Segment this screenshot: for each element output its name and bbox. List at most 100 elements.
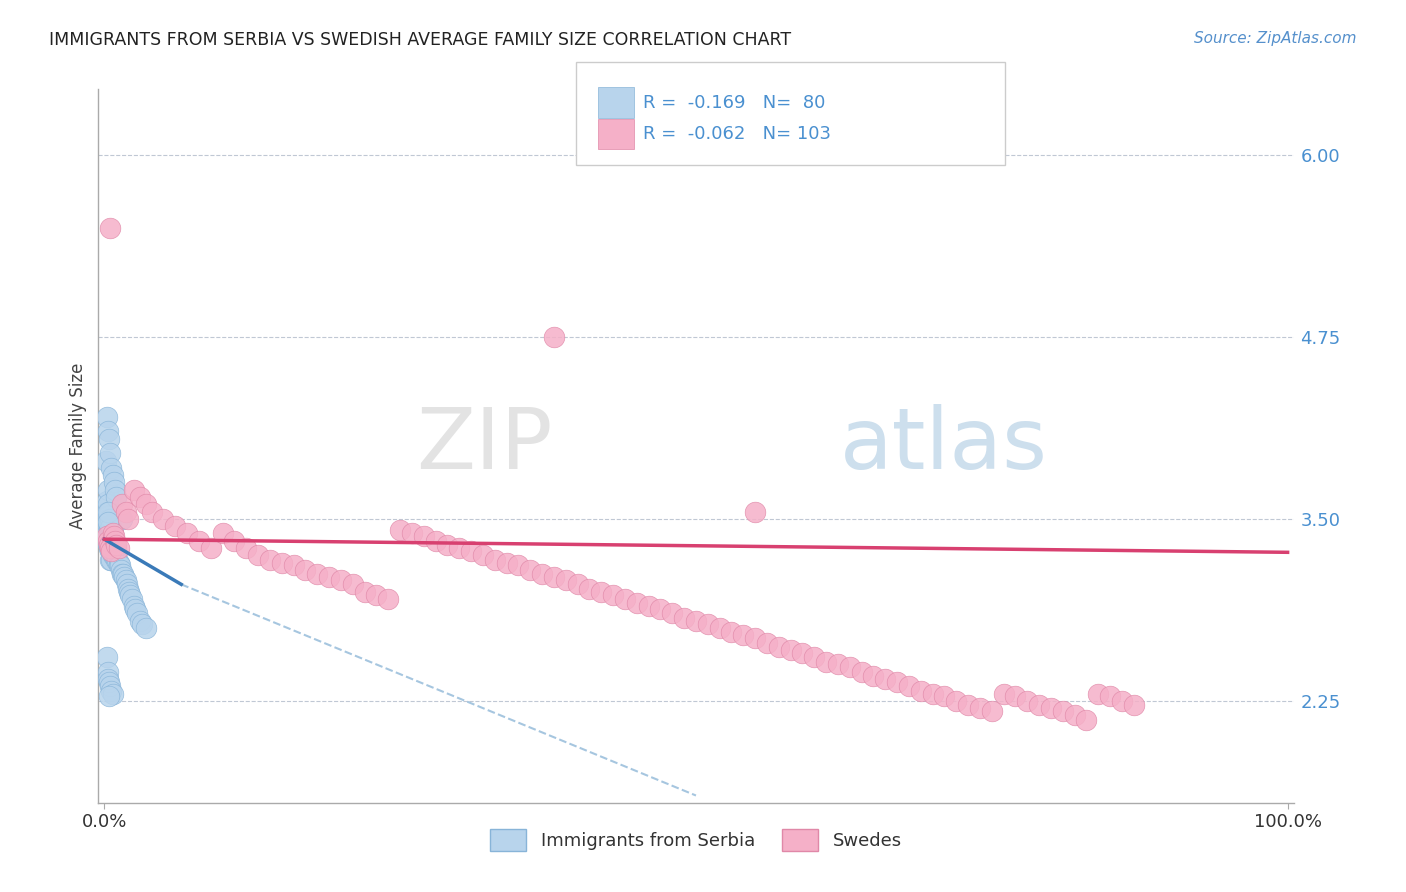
Point xyxy=(100,519,122,533)
Point xyxy=(118,584,141,599)
Point xyxy=(114,573,136,587)
Point xyxy=(97,529,120,543)
Point xyxy=(591,584,613,599)
Point xyxy=(103,533,125,548)
Point xyxy=(100,544,122,558)
Point xyxy=(98,690,121,704)
Point xyxy=(98,538,121,552)
Point xyxy=(101,526,124,541)
Point xyxy=(508,558,530,573)
Point xyxy=(98,446,121,460)
Point xyxy=(449,541,471,555)
Point xyxy=(98,674,121,689)
Point xyxy=(1111,694,1133,708)
Point xyxy=(97,483,120,497)
Point xyxy=(637,599,659,614)
Y-axis label: Average Family Size: Average Family Size xyxy=(69,363,87,529)
Point xyxy=(283,558,305,573)
Point xyxy=(779,643,801,657)
Point xyxy=(673,611,696,625)
Point xyxy=(101,468,124,483)
Point xyxy=(827,657,849,672)
Point xyxy=(224,533,246,548)
Point xyxy=(101,687,124,701)
Point xyxy=(100,536,122,550)
Point xyxy=(377,591,399,606)
Point xyxy=(188,533,211,548)
Point xyxy=(103,541,125,555)
Point xyxy=(114,570,136,584)
Point xyxy=(460,544,482,558)
Point xyxy=(792,646,814,660)
Text: atlas: atlas xyxy=(839,404,1047,488)
Point xyxy=(401,526,423,541)
Point xyxy=(412,529,434,543)
Point xyxy=(259,552,281,566)
Point xyxy=(104,538,127,552)
Point xyxy=(318,570,340,584)
Point xyxy=(96,515,118,529)
Point xyxy=(270,556,292,570)
Point xyxy=(117,582,139,596)
Point xyxy=(921,687,943,701)
Point xyxy=(115,577,138,591)
Point xyxy=(98,679,121,693)
Point xyxy=(543,570,565,584)
Text: IMMIGRANTS FROM SERBIA VS SWEDISH AVERAGE FAMILY SIZE CORRELATION CHART: IMMIGRANTS FROM SERBIA VS SWEDISH AVERAG… xyxy=(49,31,792,49)
Point xyxy=(862,669,884,683)
Point xyxy=(96,494,118,508)
Point xyxy=(101,526,124,541)
Text: Source: ZipAtlas.com: Source: ZipAtlas.com xyxy=(1194,31,1357,46)
Point xyxy=(247,548,270,562)
Point xyxy=(135,497,157,511)
Point xyxy=(436,538,458,552)
Point xyxy=(744,632,766,646)
Point xyxy=(342,577,364,591)
Point xyxy=(97,425,120,439)
Point xyxy=(97,533,120,548)
Point xyxy=(98,432,121,446)
Point xyxy=(98,520,121,534)
Point xyxy=(94,453,117,467)
Point xyxy=(101,533,124,548)
Point xyxy=(98,220,121,235)
Point xyxy=(121,591,143,606)
Point xyxy=(709,621,731,635)
Point xyxy=(108,558,131,573)
Point xyxy=(969,701,991,715)
Point xyxy=(122,599,145,614)
Point xyxy=(100,552,122,566)
Point xyxy=(519,563,541,577)
Point xyxy=(117,512,139,526)
Point xyxy=(105,538,128,552)
Point xyxy=(1052,704,1074,718)
Point xyxy=(97,508,120,523)
Point xyxy=(910,683,932,698)
Point xyxy=(152,512,174,526)
Point xyxy=(495,556,517,570)
Text: R =  -0.062   N= 103: R = -0.062 N= 103 xyxy=(643,125,831,143)
Point xyxy=(602,588,624,602)
Point xyxy=(98,504,121,518)
Point xyxy=(838,660,860,674)
Point xyxy=(425,533,447,548)
Point xyxy=(980,704,1002,718)
Point xyxy=(614,591,637,606)
Point xyxy=(875,672,897,686)
Point xyxy=(353,584,375,599)
Point xyxy=(101,548,124,562)
Point xyxy=(104,533,127,548)
Point xyxy=(1063,708,1085,723)
Point xyxy=(200,541,222,555)
Point xyxy=(720,625,742,640)
Point xyxy=(755,635,778,649)
Point xyxy=(554,573,576,587)
Point xyxy=(103,475,125,490)
Point xyxy=(307,567,329,582)
Point xyxy=(128,614,150,628)
Point xyxy=(484,552,506,566)
Point xyxy=(98,532,121,546)
Point xyxy=(957,698,980,713)
Point xyxy=(235,541,257,555)
Point xyxy=(733,628,755,642)
